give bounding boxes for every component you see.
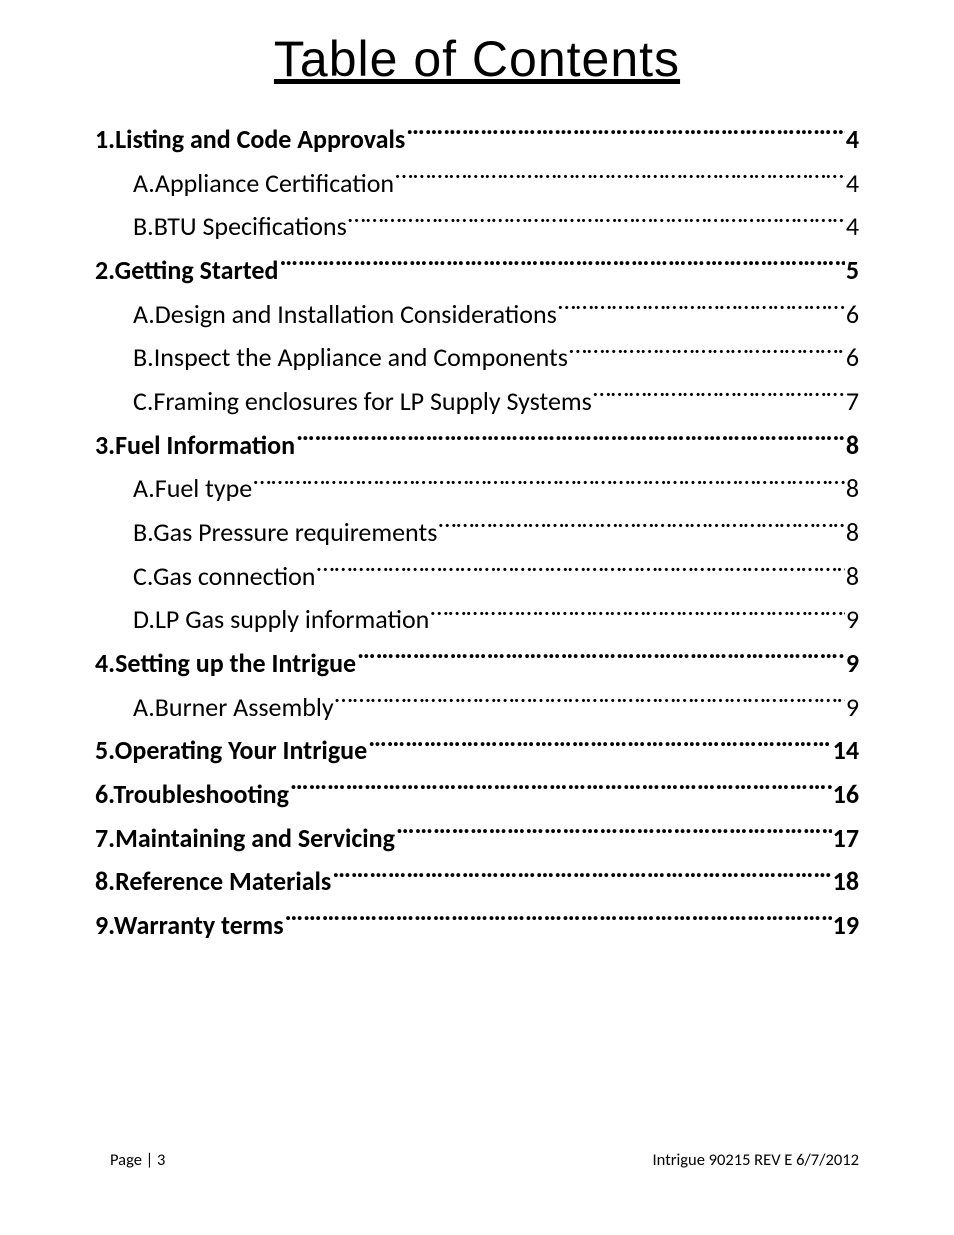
toc-dot-leader [332, 864, 831, 890]
toc-entry-label: 8.Reference Materials [95, 860, 331, 904]
toc-dot-leader [406, 122, 845, 148]
toc-dot-leader [396, 821, 832, 847]
toc-entry-label: 1.Listing and Code Approvals [95, 118, 405, 162]
toc-entry-label: 9.Warranty terms [95, 904, 284, 948]
page-footer: Page | 3 Intrigue 90215 REV E 6/7/2012 [110, 1150, 859, 1170]
toc-entry-page: 4 [846, 205, 859, 249]
toc-entry-label: A.Burner Assembly [133, 686, 334, 730]
toc-entry-page: 8 [846, 511, 859, 555]
toc-entry-page: 9 [846, 686, 859, 730]
toc-dot-leader [569, 340, 845, 366]
toc-entry-label: C.Gas connection [133, 555, 315, 599]
toc-entry-page: 17 [833, 817, 859, 861]
toc-entry: A.Design and Installation Considerations… [95, 293, 859, 337]
toc-entry-page: 8 [846, 555, 859, 599]
footer-page-number: Page | 3 [110, 1150, 165, 1170]
toc-dot-leader [335, 690, 845, 716]
toc-entry: 5.Operating Your Intrigue 14 [95, 729, 859, 773]
document-title: Table of Contents [95, 30, 859, 88]
toc-dot-leader [593, 384, 845, 410]
toc-entry: 3.Fuel Information 8 [95, 424, 859, 468]
toc-entry-label: C.Framing enclosures for LP Supply Syste… [133, 380, 592, 424]
toc-entry: 4.Setting up the Intrigue 9 [95, 642, 859, 686]
toc-entry: C.Gas connection 8 [95, 555, 859, 599]
toc-dot-leader [316, 559, 844, 585]
toc-entry: B.BTU Specifications 4 [95, 205, 859, 249]
toc-dot-leader [348, 209, 845, 235]
toc-entry-label: 2.Getting Started [95, 249, 278, 293]
toc-entry: D.LP Gas supply information 9 [95, 598, 859, 642]
toc-entry-page: 9 [846, 642, 859, 686]
toc-dot-leader [290, 777, 832, 803]
toc-entry-page: 6 [846, 293, 859, 337]
toc-entry-label: B.BTU Specifications [133, 205, 347, 249]
toc-dot-leader [279, 253, 844, 279]
toc-entry-label: 7.Maintaining and Servicing [95, 817, 395, 861]
toc-entry: A.Appliance Certification 4 [95, 162, 859, 206]
toc-dot-leader [253, 471, 845, 497]
toc-entry: 7.Maintaining and Servicing 17 [95, 817, 859, 861]
toc-entry-label: A.Fuel type [133, 467, 252, 511]
toc-entry-label: A.Appliance Certification [133, 162, 394, 206]
toc-dot-leader [296, 428, 845, 454]
toc-entry-page: 7 [846, 380, 859, 424]
toc-entry: 1.Listing and Code Approvals 4 [95, 118, 859, 162]
toc-entry: A.Fuel type 8 [95, 467, 859, 511]
toc-dot-leader [285, 908, 832, 934]
toc-entry-label: 3.Fuel Information [95, 424, 295, 468]
toc-entry-label: B.Gas Pressure requirements [133, 511, 437, 555]
toc-entry-label: 5.Operating Your Intrigue [95, 729, 367, 773]
toc-entry-page: 5 [846, 249, 859, 293]
toc-entry: 9.Warranty terms 19 [95, 904, 859, 948]
toc-entry-page: 4 [846, 162, 859, 206]
toc-entry-page: 6 [846, 336, 859, 380]
toc-entry: 8.Reference Materials 18 [95, 860, 859, 904]
toc-entry-label: 6.Troubleshooting [95, 773, 289, 817]
toc-dot-leader [368, 733, 831, 759]
toc-entry-page: 18 [833, 860, 859, 904]
toc-entry-label: 4.Setting up the Intrigue [95, 642, 356, 686]
toc-dot-leader [395, 166, 845, 192]
toc-entry-label: D.LP Gas supply information [133, 598, 429, 642]
table-of-contents: 1.Listing and Code Approvals 4A.Applianc… [95, 118, 859, 948]
toc-entry: 6.Troubleshooting 16 [95, 773, 859, 817]
toc-entry: C.Framing enclosures for LP Supply Syste… [95, 380, 859, 424]
toc-entry: B.Gas Pressure requirements 8 [95, 511, 859, 555]
toc-entry-label: B.Inspect the Appliance and Components [133, 336, 568, 380]
toc-dot-leader [558, 297, 845, 323]
toc-entry-page: 4 [846, 118, 859, 162]
toc-entry-page: 16 [833, 773, 859, 817]
toc-dot-leader [357, 646, 845, 672]
toc-entry: A.Burner Assembly 9 [95, 686, 859, 730]
footer-revision: Intrigue 90215 REV E 6/7/2012 [653, 1150, 859, 1170]
toc-entry-page: 9 [846, 598, 859, 642]
toc-dot-leader [430, 602, 844, 628]
toc-entry: 2.Getting Started 5 [95, 249, 859, 293]
toc-entry-page: 8 [846, 467, 859, 511]
document-page: Table of Contents 1.Listing and Code App… [0, 0, 954, 1235]
toc-entry-label: A.Design and Installation Considerations [133, 293, 557, 337]
toc-entry-page: 19 [833, 904, 859, 948]
toc-dot-leader [438, 515, 844, 541]
toc-entry-page: 8 [846, 424, 859, 468]
toc-entry: B.Inspect the Appliance and Components 6 [95, 336, 859, 380]
toc-entry-page: 14 [833, 729, 859, 773]
